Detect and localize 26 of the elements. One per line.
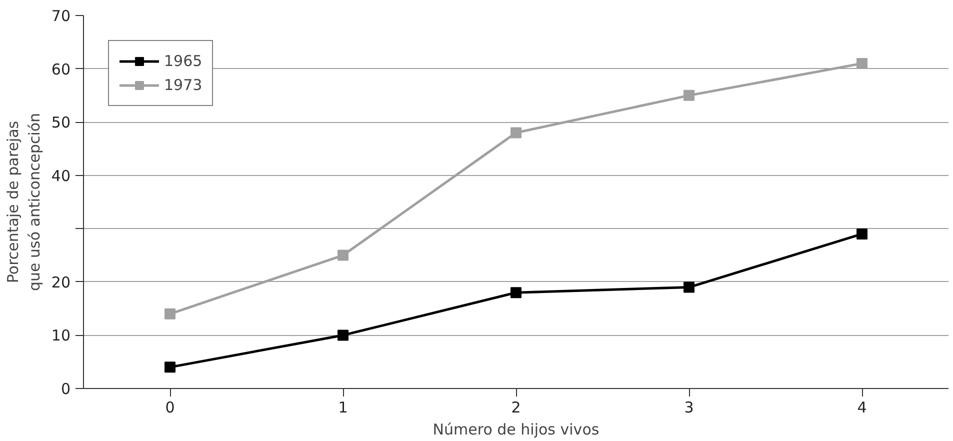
y-tick-label: 20 <box>51 273 71 292</box>
x-axis-title: Número de hijos vivos <box>432 420 600 438</box>
point <box>684 90 694 101</box>
y-tick-label: 60 <box>51 60 71 78</box>
point <box>510 127 522 138</box>
point <box>684 282 694 293</box>
y-tick-label: 40 <box>51 166 71 185</box>
point <box>856 228 868 240</box>
point <box>164 362 176 373</box>
x-tick-label: 4 <box>857 398 867 416</box>
x-tick-label: 1 <box>338 398 348 416</box>
x-tick-label: 3 <box>684 398 694 416</box>
point <box>338 250 348 261</box>
point <box>164 308 176 320</box>
point <box>338 330 348 341</box>
y-axis-title: Porcentaje de parejas que usó anticoncepción <box>4 112 44 292</box>
x-tick-label: 2 <box>511 398 521 416</box>
y-tick-label: 0 <box>60 380 71 398</box>
y-tick-label: 10 <box>51 326 71 345</box>
point <box>856 58 868 69</box>
legend-label: 1973 <box>164 76 202 94</box>
point <box>510 287 522 298</box>
y-tick-label: 50 <box>51 114 71 132</box>
x-tick-label: 0 <box>165 398 175 416</box>
legend-label: 1965 <box>164 52 202 70</box>
y-tick-label: 70 <box>51 7 71 25</box>
